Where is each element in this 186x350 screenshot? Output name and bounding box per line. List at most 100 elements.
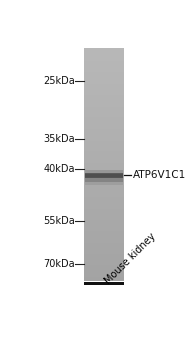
Bar: [84, 140, 124, 141]
Bar: [84, 241, 124, 242]
Bar: [84, 86, 124, 88]
Bar: [84, 222, 124, 223]
Bar: [84, 65, 124, 66]
Bar: [84, 207, 124, 208]
Bar: [84, 216, 124, 217]
Bar: [84, 169, 124, 170]
Bar: [84, 120, 124, 121]
Bar: [84, 163, 124, 164]
Bar: [84, 198, 124, 200]
Bar: [84, 204, 124, 205]
Bar: [84, 248, 124, 249]
Bar: [84, 202, 124, 203]
Bar: [84, 138, 124, 139]
Bar: [84, 157, 124, 158]
Bar: [84, 164, 124, 166]
Bar: [84, 232, 124, 233]
Bar: [84, 146, 124, 147]
Bar: [84, 221, 124, 222]
Bar: [84, 150, 124, 151]
Bar: [84, 51, 124, 52]
Bar: [84, 211, 124, 212]
Bar: [84, 273, 124, 274]
Bar: [84, 105, 124, 106]
Bar: [84, 241, 124, 243]
Bar: [84, 224, 124, 225]
Bar: [84, 272, 124, 273]
Bar: [84, 128, 124, 129]
Bar: [84, 162, 124, 163]
Bar: [84, 127, 124, 128]
Bar: [84, 100, 124, 101]
Bar: [84, 98, 124, 99]
Bar: [84, 182, 124, 183]
Bar: [84, 72, 124, 73]
Bar: [84, 181, 124, 182]
Bar: [84, 55, 124, 56]
Text: 55kDa: 55kDa: [43, 216, 75, 226]
Bar: [84, 270, 124, 271]
Bar: [84, 282, 124, 285]
Bar: [84, 209, 124, 210]
Bar: [84, 147, 124, 148]
Bar: [84, 153, 124, 154]
Bar: [84, 194, 124, 195]
Bar: [84, 199, 124, 200]
Bar: [84, 159, 124, 160]
Bar: [84, 113, 124, 114]
Bar: [84, 94, 124, 95]
Bar: [84, 229, 124, 230]
Bar: [84, 125, 124, 126]
Bar: [84, 79, 124, 80]
Bar: [84, 270, 124, 271]
Bar: [84, 133, 124, 134]
Bar: [84, 106, 124, 107]
Bar: [84, 258, 124, 259]
Bar: [84, 256, 124, 257]
Bar: [84, 205, 124, 206]
Bar: [84, 122, 124, 123]
Bar: [84, 65, 124, 66]
Bar: [84, 256, 124, 257]
Bar: [84, 238, 124, 239]
Bar: [84, 259, 124, 260]
Bar: [84, 92, 124, 93]
Bar: [84, 110, 124, 111]
Bar: [84, 76, 124, 77]
Bar: [84, 75, 124, 76]
Bar: [84, 195, 124, 196]
Bar: [84, 177, 124, 178]
Bar: [84, 151, 124, 152]
Bar: [84, 85, 124, 86]
Bar: [84, 126, 124, 127]
Bar: [84, 273, 124, 274]
Bar: [84, 108, 124, 109]
Bar: [84, 69, 124, 70]
Bar: [84, 131, 124, 132]
Bar: [84, 266, 124, 267]
Bar: [84, 192, 124, 193]
Bar: [84, 154, 124, 155]
Bar: [84, 96, 124, 97]
Bar: [84, 188, 124, 189]
Bar: [84, 191, 124, 193]
Bar: [84, 254, 124, 255]
Bar: [84, 107, 124, 108]
Bar: [84, 144, 124, 145]
Bar: [84, 262, 124, 264]
Bar: [84, 172, 124, 173]
Bar: [84, 247, 124, 248]
Bar: [84, 91, 124, 92]
Bar: [84, 49, 124, 50]
Bar: [84, 155, 124, 156]
Bar: [84, 112, 124, 113]
Text: 25kDa: 25kDa: [43, 76, 75, 86]
Bar: [84, 103, 124, 104]
Bar: [84, 279, 124, 280]
Bar: [84, 90, 124, 91]
Bar: [84, 213, 124, 214]
Bar: [84, 82, 124, 83]
Bar: [84, 106, 124, 107]
Bar: [84, 109, 124, 110]
Bar: [84, 141, 124, 142]
